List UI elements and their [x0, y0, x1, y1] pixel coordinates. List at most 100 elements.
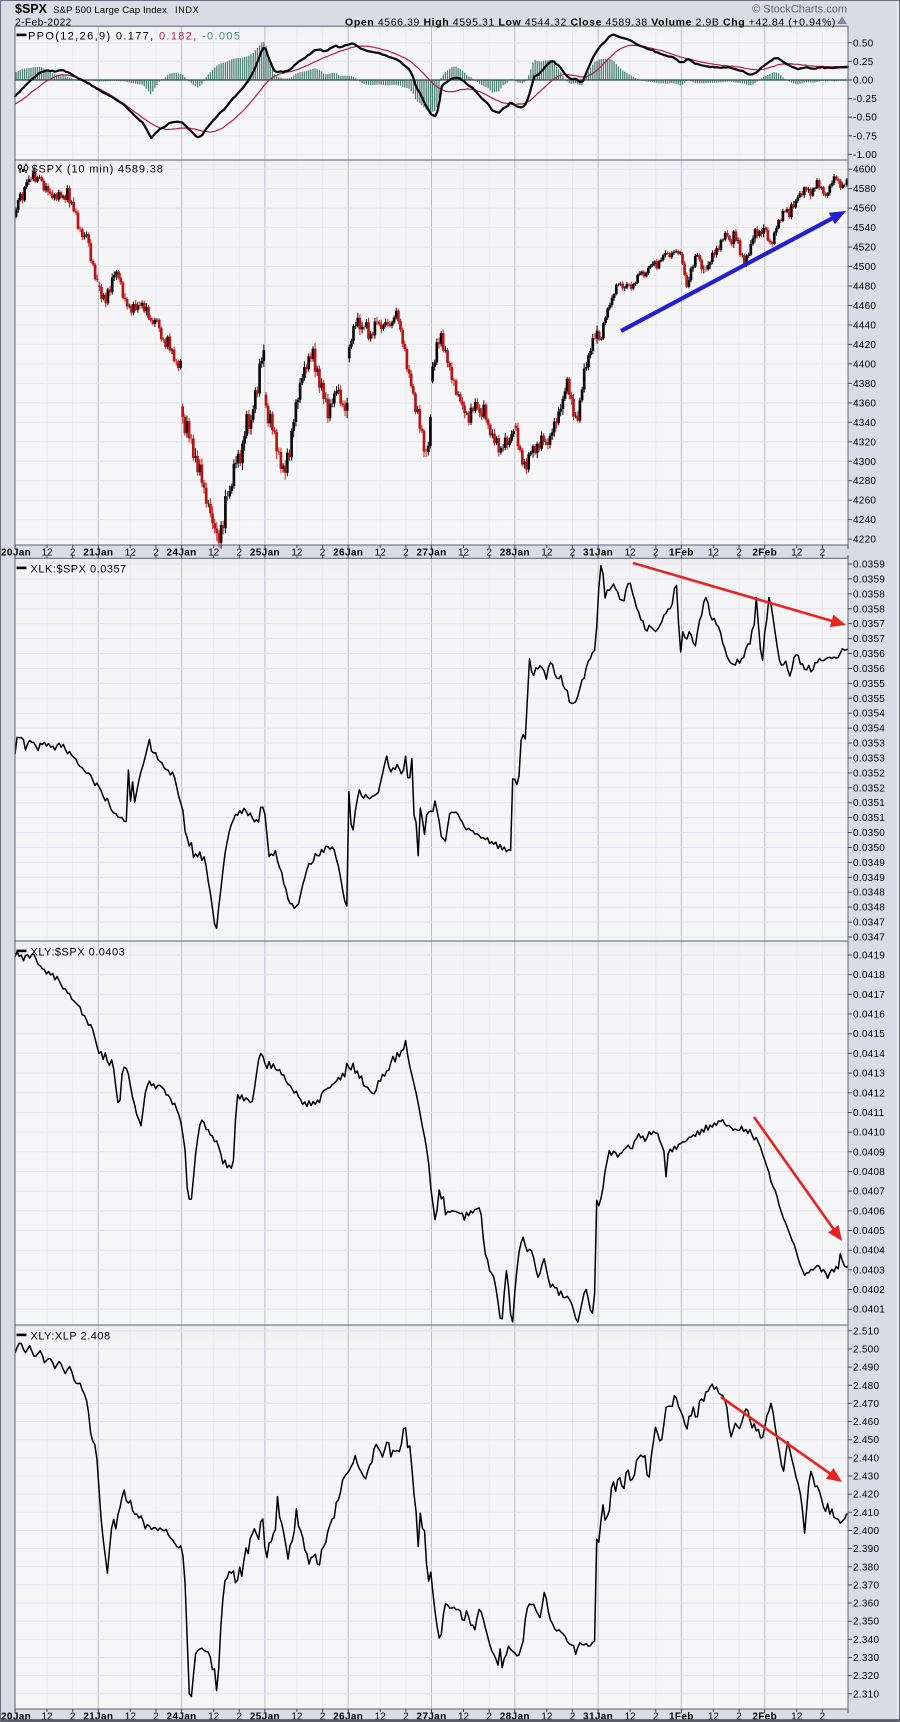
svg-text:0.0418: 0.0418 [853, 970, 885, 981]
svg-text:2: 2 [153, 1711, 159, 1722]
svg-text:2.340: 2.340 [853, 1635, 879, 1646]
svg-text:4400: 4400 [853, 359, 876, 370]
svg-text:4300: 4300 [853, 457, 876, 468]
svg-text:2: 2 [320, 547, 326, 558]
svg-text:0.0405: 0.0405 [853, 1226, 885, 1237]
svg-text:0.0354: 0.0354 [853, 724, 885, 735]
svg-text:2.400: 2.400 [853, 1526, 879, 1537]
svg-text:4560: 4560 [853, 204, 876, 215]
svg-text:31Jan: 31Jan [583, 547, 613, 558]
svg-text:0.0349: 0.0349 [853, 873, 885, 884]
svg-text:12: 12 [791, 1711, 803, 1722]
svg-text:28Jan: 28Jan [500, 1711, 530, 1722]
svg-text:2.430: 2.430 [853, 1472, 879, 1483]
svg-text:0.0348: 0.0348 [853, 903, 885, 914]
svg-text:0.0358: 0.0358 [853, 604, 885, 615]
svg-text:S&P 500 Large Cap Index: S&P 500 Large Cap Index [53, 5, 167, 16]
svg-text:0.0358: 0.0358 [853, 589, 885, 600]
svg-text:4580: 4580 [853, 184, 876, 195]
svg-text:0.0355: 0.0355 [853, 679, 885, 690]
svg-text:0.0351: 0.0351 [853, 813, 885, 824]
svg-text:2: 2 [820, 547, 826, 558]
svg-text:2.450: 2.450 [853, 1435, 879, 1446]
svg-text:2: 2 [320, 1711, 326, 1722]
svg-text:2.420: 2.420 [853, 1490, 879, 1501]
svg-text:0.0347: 0.0347 [853, 918, 885, 929]
svg-text:XLY:XLP 2.408: XLY:XLP 2.408 [31, 1331, 111, 1343]
svg-text:2: 2 [236, 547, 242, 558]
svg-text:21Jan: 21Jan [83, 547, 113, 558]
svg-text:12: 12 [458, 1711, 470, 1722]
svg-text:0.0404: 0.0404 [853, 1246, 885, 1257]
svg-text:2.510: 2.510 [853, 1326, 879, 1337]
svg-text:0.0350: 0.0350 [853, 828, 885, 839]
svg-text:0.0411: 0.0411 [853, 1108, 885, 1119]
svg-text:2.470: 2.470 [853, 1399, 879, 1410]
svg-text:12: 12 [208, 1711, 220, 1722]
svg-text:0.0355: 0.0355 [853, 694, 885, 705]
svg-text:-1.00: -1.00 [853, 150, 877, 161]
svg-text:2: 2 [486, 1711, 492, 1722]
svg-text:12: 12 [541, 547, 553, 558]
svg-text:2: 2 [736, 547, 742, 558]
svg-text:0.0403: 0.0403 [853, 1265, 885, 1276]
svg-text:12: 12 [625, 547, 637, 558]
svg-text:4480: 4480 [853, 282, 876, 293]
svg-text:2.490: 2.490 [853, 1363, 879, 1374]
svg-text:2Feb: 2Feb [752, 1711, 777, 1722]
svg-text:0.0412: 0.0412 [853, 1088, 885, 1099]
svg-text:26Jan: 26Jan [333, 1711, 363, 1722]
svg-text:2: 2 [70, 547, 76, 558]
svg-text:2.360: 2.360 [853, 1599, 879, 1610]
svg-text:-0.25: -0.25 [853, 94, 877, 105]
svg-text:12: 12 [208, 547, 220, 558]
svg-text:0.0357: 0.0357 [853, 634, 885, 645]
svg-text:12: 12 [458, 547, 470, 558]
svg-text:21Jan: 21Jan [83, 1711, 113, 1722]
svg-text:-0.75: -0.75 [853, 131, 877, 142]
svg-text:0.0353: 0.0353 [853, 753, 885, 764]
svg-text:12: 12 [791, 547, 803, 558]
svg-text:4500: 4500 [853, 262, 876, 273]
svg-text:4420: 4420 [853, 340, 876, 351]
svg-text:12: 12 [291, 547, 303, 558]
svg-text:2: 2 [570, 547, 576, 558]
svg-text:4460: 4460 [853, 301, 876, 312]
svg-text:1Feb: 1Feb [669, 1711, 694, 1722]
svg-text:2.460: 2.460 [853, 1417, 879, 1428]
svg-text:4260: 4260 [853, 496, 876, 507]
svg-text:12: 12 [291, 1711, 303, 1722]
svg-text:2.410: 2.410 [853, 1508, 879, 1519]
svg-text:0.0414: 0.0414 [853, 1049, 885, 1060]
svg-text:$SPX (10 min) 4589.38: $SPX (10 min) 4589.38 [32, 164, 164, 176]
svg-text:2.330: 2.330 [853, 1653, 879, 1664]
svg-text:4320: 4320 [853, 437, 876, 448]
svg-text:24Jan: 24Jan [167, 1711, 197, 1722]
svg-text:4520: 4520 [853, 243, 876, 254]
svg-text:2.350: 2.350 [853, 1617, 879, 1628]
svg-text:4340: 4340 [853, 418, 876, 429]
svg-text:2Feb: 2Feb [752, 547, 777, 558]
svg-text:0.0419: 0.0419 [853, 951, 885, 962]
svg-text:12: 12 [625, 1711, 637, 1722]
svg-text:2.380: 2.380 [853, 1562, 879, 1573]
svg-text:2: 2 [403, 547, 409, 558]
svg-text:0.0416: 0.0416 [853, 1010, 885, 1021]
svg-text:4280: 4280 [853, 476, 876, 487]
svg-text:PPO(12,26,9) 0.177, 0.182, -0.: PPO(12,26,9) 0.177, 0.182, -0.005 [28, 31, 241, 43]
svg-text:27Jan: 27Jan [416, 547, 446, 558]
svg-text:2: 2 [403, 1711, 409, 1722]
svg-text:2-Feb-2022: 2-Feb-2022 [15, 18, 72, 29]
svg-text:4240: 4240 [853, 515, 876, 526]
svg-text:12: 12 [125, 1711, 137, 1722]
svg-text:0.0415: 0.0415 [853, 1029, 885, 1040]
svg-text:0.0357: 0.0357 [853, 619, 885, 630]
svg-text:24Jan: 24Jan [167, 547, 197, 558]
svg-text:2: 2 [653, 547, 659, 558]
svg-text:0.0352: 0.0352 [853, 783, 885, 794]
svg-text:XLK:$SPX 0.0357: XLK:$SPX 0.0357 [31, 564, 127, 576]
svg-text:2.390: 2.390 [853, 1544, 879, 1555]
svg-text:2.370: 2.370 [853, 1580, 879, 1591]
svg-text:0.0356: 0.0356 [853, 664, 885, 675]
svg-text:0.0356: 0.0356 [853, 649, 885, 660]
